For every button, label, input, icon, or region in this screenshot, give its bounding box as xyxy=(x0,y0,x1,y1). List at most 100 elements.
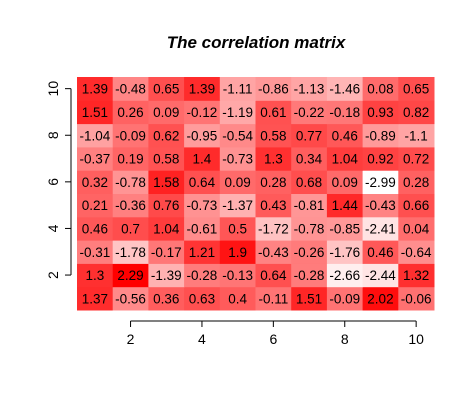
cell-value-label-r1-c2: -0.56 xyxy=(115,291,146,306)
heatmap-cell-r10-c10 xyxy=(398,77,435,101)
heatmap-cell-r3-c9 xyxy=(362,240,399,264)
cell-value-label-r2-c5: -0.13 xyxy=(222,268,253,283)
heatmap-cell-r9-c10 xyxy=(398,100,435,125)
cell-value-label-r1-c6: -0.11 xyxy=(258,291,288,306)
heatmap-cell-r5-c6 xyxy=(255,193,292,218)
heatmap-cell-r2-c6 xyxy=(255,263,292,288)
heatmap-cell-r1-c4 xyxy=(184,286,221,311)
heatmap-cell-r8-c3 xyxy=(148,123,185,148)
heatmap-cell-r8-c6 xyxy=(255,123,292,148)
cell-value-label-r6-c5: 0.09 xyxy=(225,175,251,190)
cell-value-label-r2-c7: -0.28 xyxy=(294,268,325,283)
cell-value-label-r6-c6: 0.28 xyxy=(260,175,286,190)
heatmap-cell-r8-c10 xyxy=(398,123,435,148)
heatmap-cell-r8-c5 xyxy=(219,123,256,148)
heatmap-cell-r6-c6 xyxy=(255,170,292,194)
y-tick-label-2: 2 xyxy=(45,271,61,279)
cell-value-label-r10-c3: 0.65 xyxy=(153,82,179,97)
heatmap-cell-labels: 1.37 -0.56 0.36 0.63 0.4 -0.11 1.51 -0.09 2.02 -0… xyxy=(79,82,432,307)
cell-value-label-r5-c10: 0.66 xyxy=(403,198,429,213)
cell-value-label-r8-c6: 0.58 xyxy=(260,128,286,143)
cell-value-label-r5-c9: -0.43 xyxy=(365,198,396,213)
cell-value-label-r7-c2: 0.19 xyxy=(117,152,143,167)
cell-value-label-r7-c5: -0.73 xyxy=(222,152,253,167)
cell-value-label-r4-c5: 0.5 xyxy=(228,221,247,236)
heatmap-cell-r6-c4 xyxy=(184,170,221,194)
cell-value-label-r10-c10: 0.65 xyxy=(403,82,429,97)
heatmap-cell-r2-c10 xyxy=(398,263,435,288)
cell-value-label-r2-c6: 0.64 xyxy=(260,268,287,283)
heatmap-cell-r6-c10 xyxy=(398,170,435,194)
cell-value-label-r9-c8: -0.18 xyxy=(329,105,360,120)
heatmap-cell-r10-c3 xyxy=(148,77,185,101)
cell-value-label-r5-c3: 0.76 xyxy=(153,198,179,213)
cell-value-label-r7-c6: 1.3 xyxy=(264,152,283,167)
heatmap-cell-r1-c8 xyxy=(326,286,364,311)
x-axis: 2 4 6 8 10 xyxy=(127,320,424,347)
heatmap-cell-r6-c2 xyxy=(112,170,149,194)
heatmap-cell-r8-c1 xyxy=(77,123,114,148)
cell-value-label-r2-c3: -1.39 xyxy=(151,268,182,283)
cell-value-label-r9-c9: 0.93 xyxy=(367,105,393,120)
heatmap-cell-r9-c6 xyxy=(255,100,292,125)
heatmap-cell-r10-c2 xyxy=(112,77,149,101)
cell-value-label-r7-c8: 1.04 xyxy=(332,152,359,167)
x-tick-label-10: 10 xyxy=(408,331,424,347)
cell-value-label-r3-c9: 0.46 xyxy=(367,245,393,260)
y-axis: 2 4 6 8 10 xyxy=(45,81,72,279)
cell-value-label-r10-c5: -1.11 xyxy=(223,82,253,97)
cell-value-label-r1-c7: 1.51 xyxy=(296,291,322,306)
heatmap-cell-r1-c10 xyxy=(398,286,435,311)
cell-value-label-r6-c1: 0.32 xyxy=(82,175,108,190)
cell-value-label-r6-c9: -2.99 xyxy=(365,175,396,190)
heatmap-cell-r3-c7 xyxy=(291,240,328,264)
cell-value-label-r6-c10: 0.28 xyxy=(403,175,429,190)
cell-value-label-r8-c5: -0.54 xyxy=(222,128,253,143)
heatmap-cell-r1-c2 xyxy=(112,286,149,311)
cell-value-label-r8-c3: 0.62 xyxy=(153,128,179,143)
cell-value-label-r7-c10: 0.72 xyxy=(403,152,429,167)
heatmap-cell-r3-c5 xyxy=(219,240,256,264)
heatmap-cell-r7-c2 xyxy=(112,146,149,171)
heatmap-cell-r7-c10 xyxy=(398,146,435,171)
cell-value-label-r9-c1: 1.51 xyxy=(82,105,108,120)
heatmap-cell-r2-c9 xyxy=(362,263,399,288)
cell-value-label-r1-c10: -0.06 xyxy=(401,291,432,306)
cell-value-label-r3-c2: -1.78 xyxy=(115,245,146,260)
cell-value-label-r10-c2: -0.48 xyxy=(115,82,146,97)
cell-value-label-r6-c3: 1.58 xyxy=(153,175,179,190)
cell-value-label-r9-c10: 0.82 xyxy=(403,105,429,120)
cell-value-label-r9-c6: 0.61 xyxy=(260,105,286,120)
heatmap-cell-r6-c8 xyxy=(326,170,364,194)
cell-value-label-r8-c10: -1.1 xyxy=(405,128,428,143)
heatmap-cell-r4-c9 xyxy=(362,216,399,241)
heatmap-cell-r3-c10 xyxy=(398,240,435,264)
heatmap-cell-r9-c3 xyxy=(148,100,185,125)
heatmap-cell-r9-c8 xyxy=(326,100,364,125)
cell-value-label-r8-c1: -1.04 xyxy=(79,128,110,143)
heatmap-cell-r4-c5 xyxy=(219,216,256,241)
cell-value-label-r1-c9: 2.02 xyxy=(367,291,393,306)
y-tick-label-4: 4 xyxy=(45,224,61,232)
heatmap-cell-r5-c10 xyxy=(398,193,435,218)
heatmap-cell-r5-c1 xyxy=(77,193,114,218)
heatmap-cell-r1-c6 xyxy=(255,286,292,311)
cell-value-label-r4-c3: 1.04 xyxy=(153,221,180,236)
heatmap-cell-r1-c9 xyxy=(362,286,399,311)
cell-value-label-r5-c5: -1.37 xyxy=(222,198,253,213)
heatmap-cell-r7-c7 xyxy=(291,146,328,171)
heatmap-cell-r2-c8 xyxy=(326,263,364,288)
heatmap-cell-r7-c6 xyxy=(255,146,292,171)
cell-value-label-r4-c10: 0.04 xyxy=(403,221,430,236)
cell-value-label-r5-c8: 1.44 xyxy=(332,198,359,213)
heatmap-cell-r6-c1 xyxy=(77,170,114,194)
cell-value-label-r10-c9: 0.08 xyxy=(367,82,393,97)
cell-value-label-r8-c9: -0.89 xyxy=(365,128,396,143)
heatmap-cell-r2-c2 xyxy=(112,263,149,288)
x-tick-label-4: 4 xyxy=(198,331,206,347)
cell-value-label-r8-c2: -0.09 xyxy=(115,128,146,143)
cell-value-label-r5-c7: -0.81 xyxy=(294,198,325,213)
heatmap-cell-r4-c1 xyxy=(77,216,114,241)
cell-value-label-r3-c8: -1.76 xyxy=(329,245,360,260)
